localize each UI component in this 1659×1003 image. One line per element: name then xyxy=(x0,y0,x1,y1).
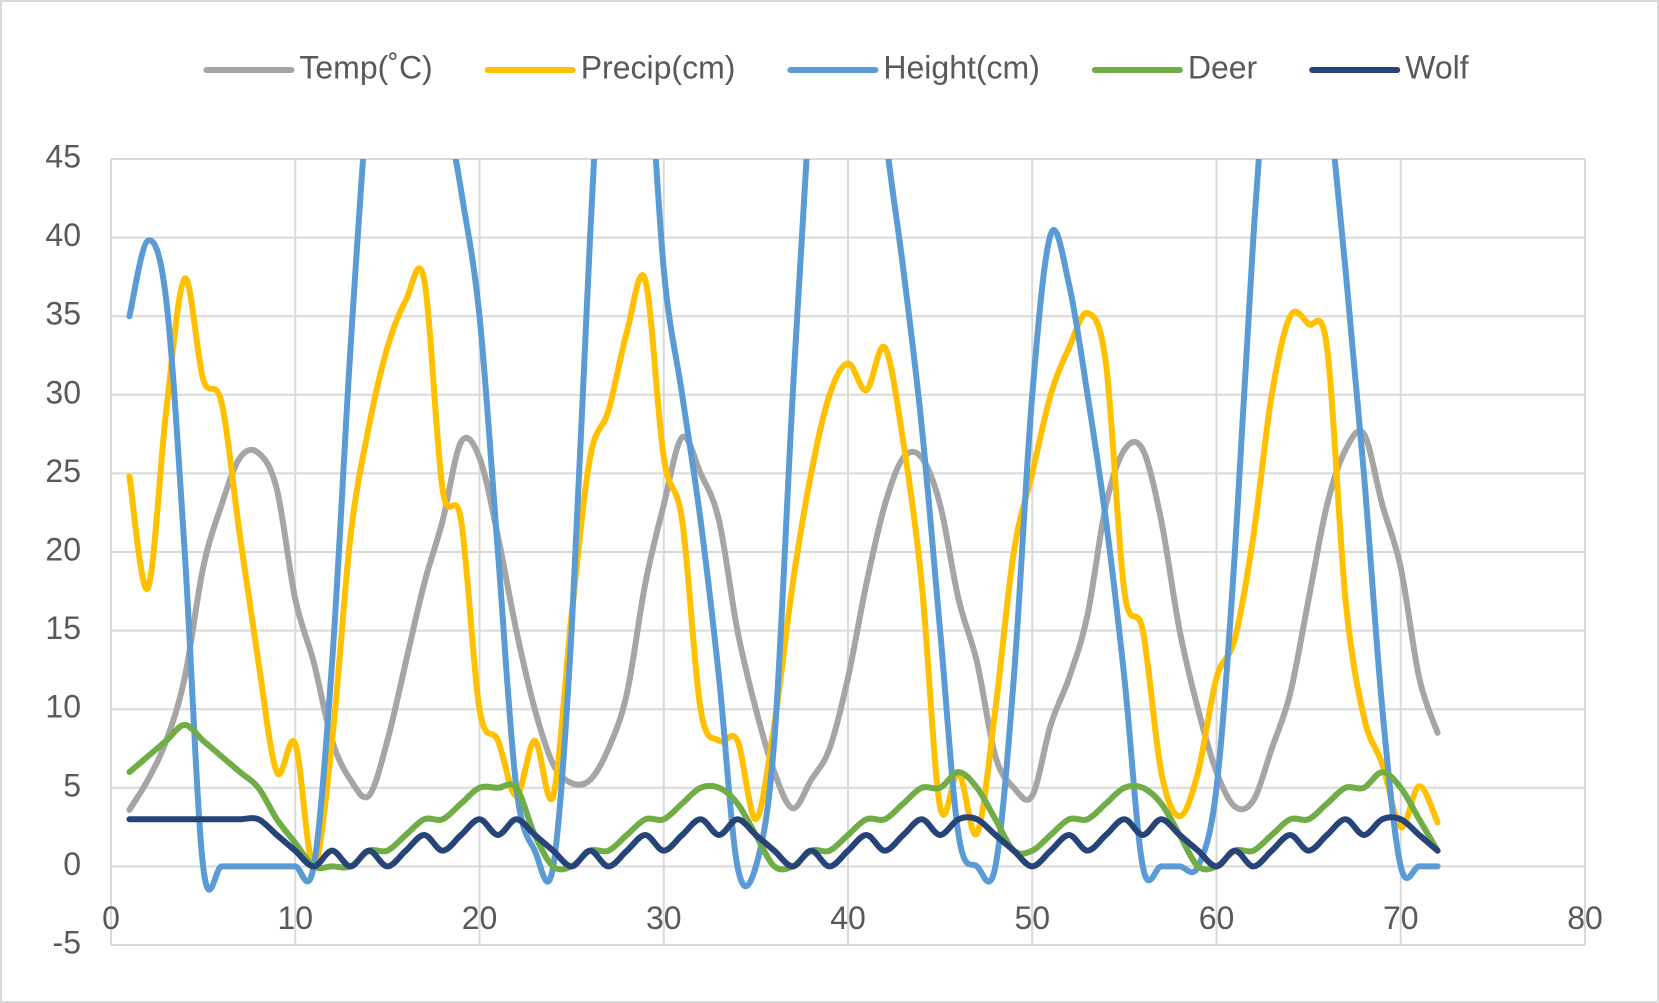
x-tick-label: 30 xyxy=(646,900,682,936)
series-line xyxy=(126,265,1441,870)
y-tick-label: 30 xyxy=(45,374,81,410)
legend-label: Temp(˚C) xyxy=(299,49,432,85)
legend-item: Precip(cm) xyxy=(484,49,736,85)
legend-label: Wolf xyxy=(1405,49,1469,85)
x-tick-label: 40 xyxy=(830,900,866,936)
legend-item: Temp(˚C) xyxy=(203,49,433,85)
y-tick-label: 45 xyxy=(45,138,81,174)
x-tick-label: 20 xyxy=(462,900,498,936)
y-tick-label: 25 xyxy=(45,453,81,489)
x-tick-label: 10 xyxy=(277,900,313,936)
y-tick-label: 0 xyxy=(63,846,81,882)
x-tick-label: 70 xyxy=(1383,900,1419,936)
plot-area xyxy=(126,159,1441,893)
legend-label: Precip(cm) xyxy=(581,49,736,85)
y-tick-label: 10 xyxy=(45,689,81,725)
legend-item: Deer xyxy=(1091,49,1258,85)
x-tick-label: 80 xyxy=(1567,900,1603,936)
legend-item: Wolf xyxy=(1309,49,1469,85)
x-tick-label: 50 xyxy=(1014,900,1050,936)
legend-item: Height(cm) xyxy=(787,49,1040,85)
y-tick-label: 20 xyxy=(45,531,81,567)
x-tick-label: 60 xyxy=(1199,900,1235,936)
y-tick-label: 15 xyxy=(45,610,81,646)
x-tick-label: 0 xyxy=(102,900,120,936)
y-tick-label: 5 xyxy=(63,767,81,803)
y-tick-label: 35 xyxy=(45,296,81,332)
legend-label: Deer xyxy=(1188,49,1258,85)
series-line xyxy=(126,159,1441,893)
series-line xyxy=(126,814,1441,870)
legend-label: Height(cm) xyxy=(883,49,1039,85)
labels: -5 0 5 10 15 20 25 30 35 40 45 0 10 20 30 40 50 60 70 80 Tem… xyxy=(45,49,1602,960)
y-tick-label: 40 xyxy=(45,217,81,253)
y-tick-label: -5 xyxy=(53,924,81,960)
